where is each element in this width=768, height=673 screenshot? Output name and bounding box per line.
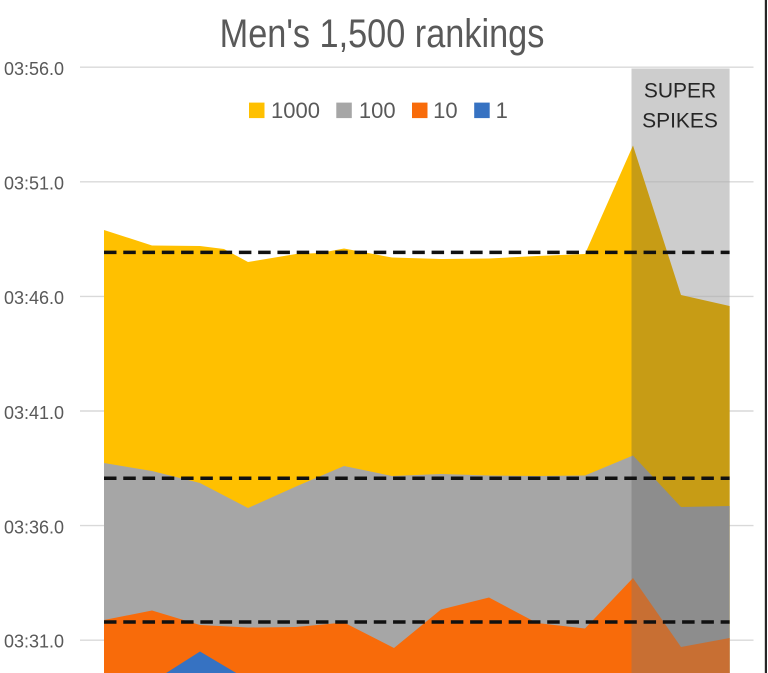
svg-text:SPIKES: SPIKES [642,110,718,133]
svg-text:03:51.0: 03:51.0 [4,174,64,194]
svg-text:10: 10 [433,98,457,123]
svg-text:03:41.0: 03:41.0 [4,403,64,423]
svg-text:1000: 1000 [271,98,320,123]
svg-text:SUPER: SUPER [644,80,716,103]
svg-text:03:31.0: 03:31.0 [4,632,64,652]
svg-text:03:36.0: 03:36.0 [4,517,64,537]
svg-text:Men's 1,500 rankings: Men's 1,500 rankings [220,10,545,55]
svg-text:03:46.0: 03:46.0 [4,288,64,308]
svg-text:1: 1 [496,98,508,123]
svg-text:03:56.0: 03:56.0 [4,59,64,79]
svg-text:100: 100 [359,98,396,123]
